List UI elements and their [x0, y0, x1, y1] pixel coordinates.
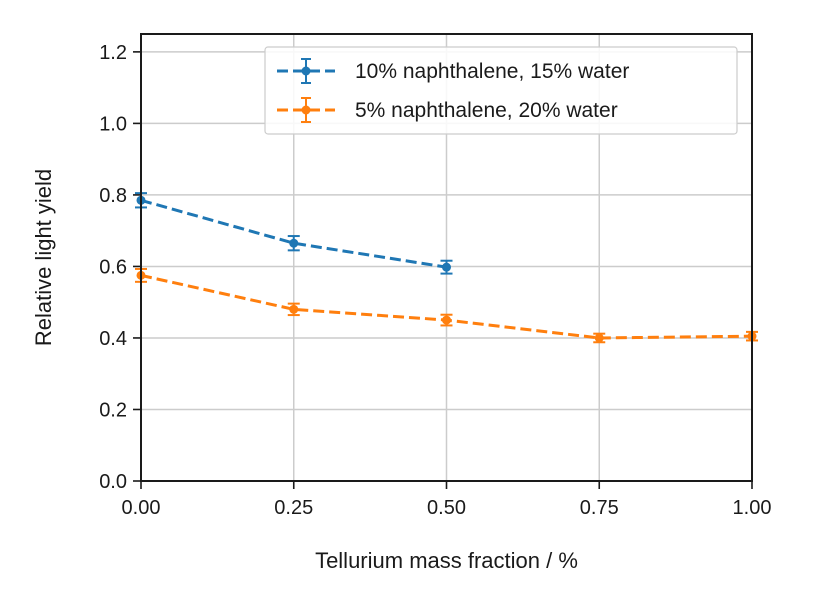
series-layer: [135, 192, 758, 344]
x-tick-label: 0.25: [274, 497, 313, 519]
y-tick-label: 0.8: [99, 185, 127, 207]
legend-label: 10% naphthalene, 15% water: [355, 60, 629, 83]
legend-label: 5% naphthalene, 20% water: [355, 99, 618, 122]
data-point: [442, 262, 451, 272]
y-tick-label: 0.0: [99, 471, 127, 493]
legend-item: 5% naphthalene, 20% water: [277, 97, 618, 123]
y-axis-title: Relative light yield: [31, 169, 56, 346]
y-tick-label: 0.4: [99, 328, 127, 350]
y-tick-label: 0.6: [99, 256, 127, 278]
axis-ticks: 0.00 0.25 0.50 0.75 1.00 0.0 0.2 0.4 0.6 0.8 1.0 1.…: [99, 42, 771, 519]
data-point: [594, 333, 604, 343]
data-point: [289, 238, 299, 248]
series-line: [140, 198, 447, 269]
x-axis-title: Tellurium mass fraction / %: [315, 548, 578, 573]
x-tick-label: 0.00: [122, 497, 161, 519]
y-tick-label: 1.0: [99, 113, 127, 135]
y-tick-label: 1.2: [99, 42, 127, 64]
legend-marker: [301, 66, 311, 76]
legend-item: 10% naphthalene, 15% water: [277, 58, 629, 84]
data-point: [442, 315, 451, 325]
data-point: [289, 304, 299, 314]
x-tick-label: 1.00: [733, 497, 772, 519]
y-tick-label: 0.2: [99, 399, 127, 421]
legend-marker: [301, 105, 311, 115]
x-tick-label: 0.50: [427, 497, 466, 519]
legend: 10% naphthalene, 15% water 5% naphthalene…: [264, 46, 738, 135]
legend-box: [264, 46, 738, 135]
x-tick-label: 0.75: [580, 497, 619, 519]
